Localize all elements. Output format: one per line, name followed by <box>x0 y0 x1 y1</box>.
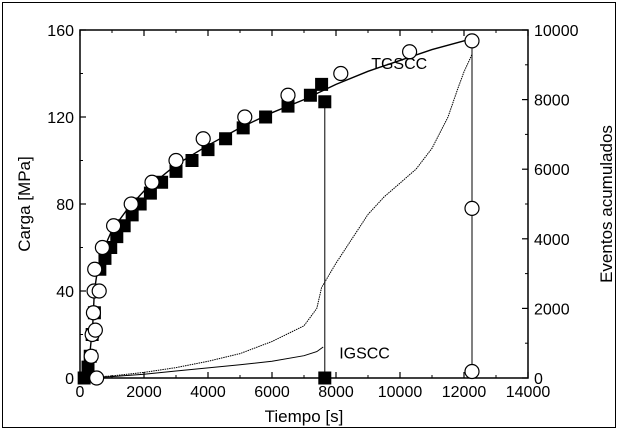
circle-point <box>91 283 107 299</box>
chart-frame <box>2 2 616 428</box>
annotation-igscc: IGSCC <box>339 345 390 362</box>
annotation-tgscc: TGSCC <box>371 56 427 73</box>
x-tick-label: 14000 <box>506 384 551 401</box>
circle-point <box>464 200 480 216</box>
circle-point <box>83 348 99 364</box>
circle-point <box>105 218 122 234</box>
circle-point <box>464 33 480 49</box>
y2-tick-label: 2000 <box>534 301 570 318</box>
circle-point <box>195 131 211 147</box>
circle-point <box>94 239 111 256</box>
y-tick-label: 0 <box>65 371 74 388</box>
square-point <box>318 371 332 385</box>
square-point <box>185 154 199 167</box>
x-tick-label: 0 <box>76 384 85 401</box>
square-point <box>259 110 273 124</box>
circle-point <box>464 363 480 380</box>
circle-point <box>144 174 160 190</box>
square-point <box>315 77 329 91</box>
circle-point <box>89 370 105 386</box>
y2-axis-title: Eventos acumulados <box>597 125 616 283</box>
x-tick-label: 2000 <box>126 384 162 401</box>
y-axis-title: Carga [MPa] <box>15 156 34 251</box>
circle-point <box>402 44 418 60</box>
x-axis-title: Tiempo [s] <box>265 407 344 426</box>
circle-point <box>85 305 102 321</box>
square-point <box>77 371 91 385</box>
y-tick-label: 120 <box>47 110 74 127</box>
circle-point <box>123 196 139 212</box>
y-tick-label: 40 <box>56 284 74 301</box>
y-tick-label: 160 <box>47 23 74 40</box>
circle-point <box>333 65 349 82</box>
circle-point <box>87 261 103 277</box>
y-tick-label: 80 <box>56 197 74 214</box>
x-tick-label: 12000 <box>442 384 487 401</box>
x-tick-label: 10000 <box>378 384 423 401</box>
y2-tick-label: 6000 <box>534 162 570 179</box>
series-line-events-igscc <box>79 346 324 379</box>
y2-tick-label: 8000 <box>534 93 570 110</box>
square-point <box>303 88 317 102</box>
circle-point <box>87 322 103 338</box>
x-tick-label: 6000 <box>254 384 290 401</box>
circle-point <box>280 87 296 103</box>
x-tick-label: 4000 <box>190 384 226 401</box>
plot-area <box>79 29 529 379</box>
circle-point <box>168 152 184 169</box>
y2-tick-label: 4000 <box>534 232 570 249</box>
square-point <box>318 95 332 109</box>
square-point <box>219 132 233 146</box>
series-line-events-tgscc <box>79 54 473 379</box>
x-tick-label: 8000 <box>318 384 354 401</box>
circle-point <box>237 109 253 125</box>
y2-tick-label: 0 <box>534 371 543 388</box>
y2-tick-label: 10000 <box>534 23 579 40</box>
